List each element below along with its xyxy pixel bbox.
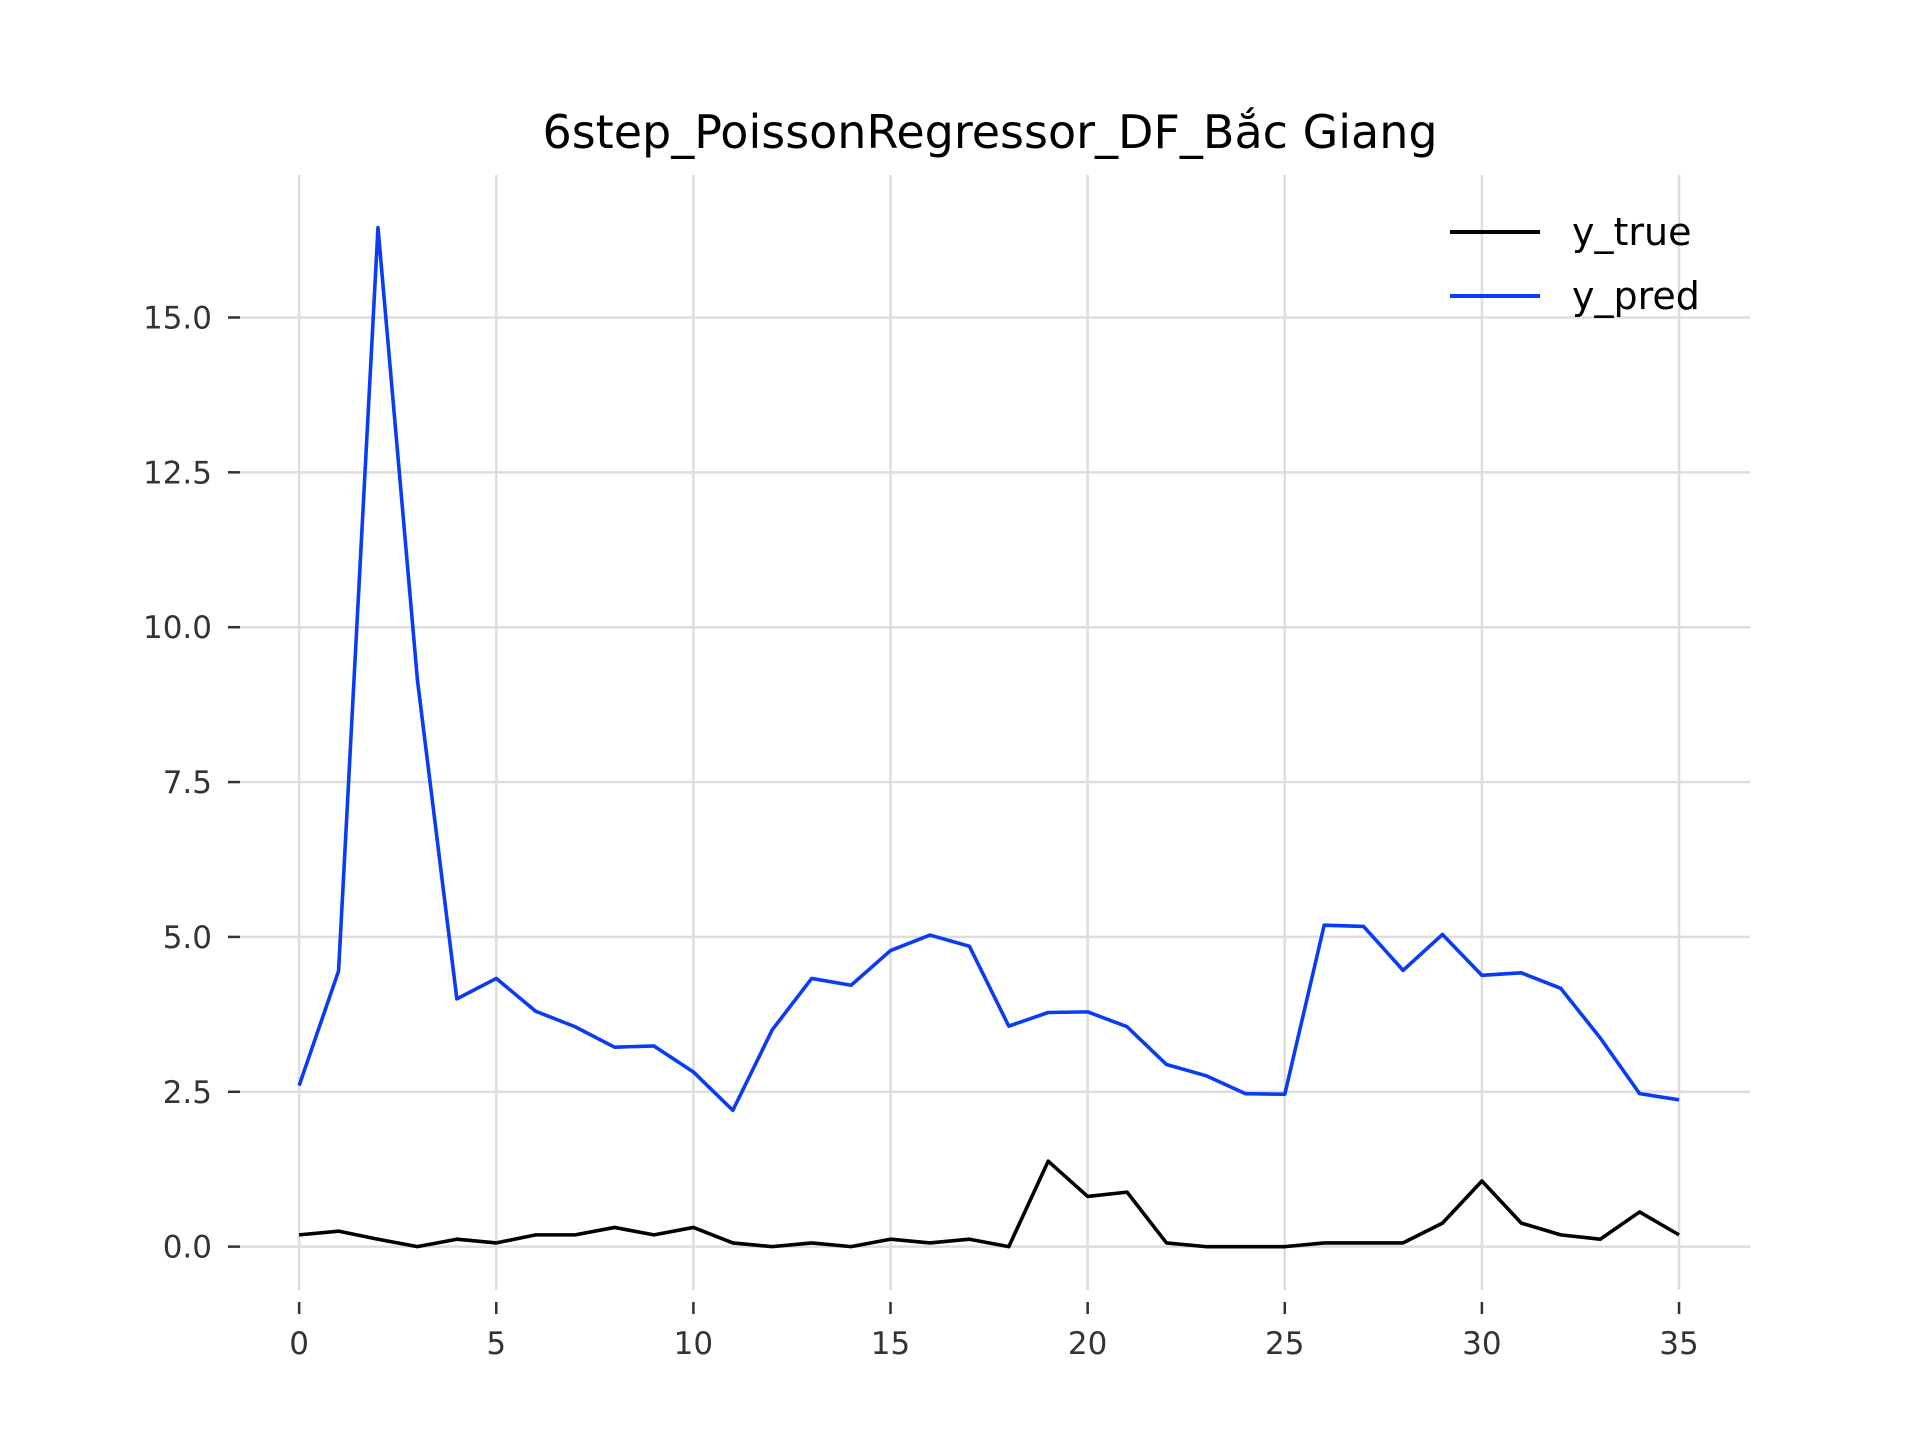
y-tick-label: 12.5 <box>143 455 212 491</box>
y-tick-label: 15.0 <box>143 300 212 336</box>
y-tick-label: 10.0 <box>143 610 212 646</box>
x-tick-label: 20 <box>1068 1326 1107 1362</box>
legend-label-y-pred: y_pred <box>1572 274 1700 318</box>
y-axis-ticks: 0.0 2.5 5.0 7.5 10.0 12.5 15.0 <box>143 300 240 1266</box>
x-tick-label: 10 <box>674 1326 713 1362</box>
x-tick-label: 25 <box>1265 1326 1304 1362</box>
x-tick-label: 15 <box>871 1326 910 1362</box>
x-tick-label: 0 <box>289 1326 309 1362</box>
y-tick-label: 0.0 <box>163 1230 212 1266</box>
y-tick-label: 5.0 <box>163 920 212 956</box>
x-tick-label: 30 <box>1462 1326 1501 1362</box>
x-axis-ticks: 0 5 10 15 20 25 30 35 <box>289 1302 1699 1362</box>
y-tick-label: 7.5 <box>163 765 212 801</box>
legend-label-y-true: y_true <box>1572 210 1691 254</box>
y-tick-label: 2.5 <box>163 1075 212 1111</box>
legend: y_true y_pred <box>1450 210 1700 318</box>
x-tick-label: 35 <box>1659 1326 1698 1362</box>
series-lines <box>297 225 1680 1249</box>
series-line-y-true <box>298 1159 1680 1249</box>
series-line-y-pred <box>297 225 1680 1113</box>
chart-title: 6step_PoissonRegressor_DF_Bắc Giang <box>542 105 1437 159</box>
x-tick-label: 5 <box>486 1326 506 1362</box>
grid <box>240 175 1750 1290</box>
